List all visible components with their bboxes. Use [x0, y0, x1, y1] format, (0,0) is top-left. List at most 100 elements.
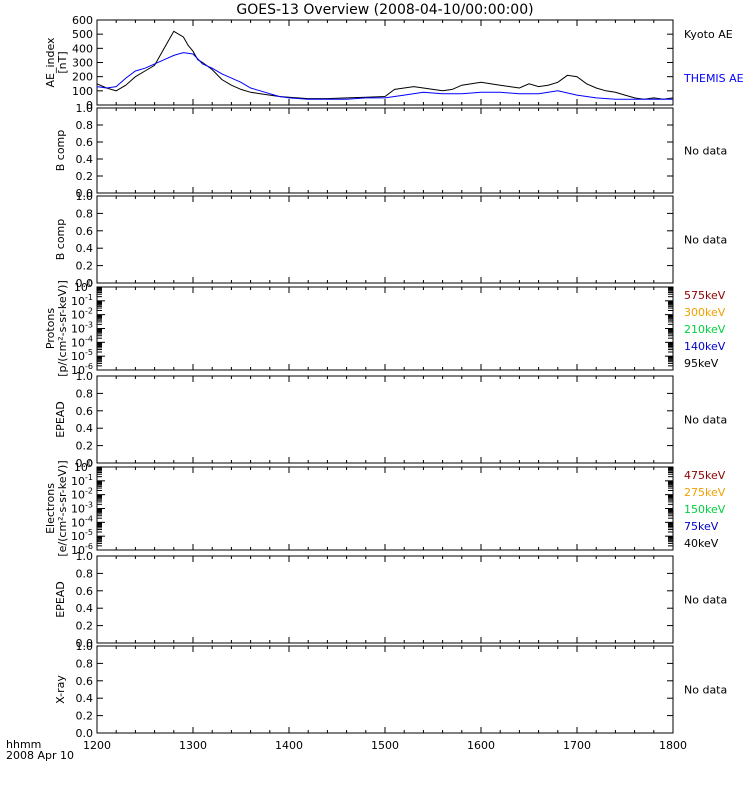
y-axis-label: EPEAD [54, 581, 67, 618]
panel-bcomp1: 0.0 0.2 0.4 0.6 0.8 1.0 B comp No data [54, 102, 727, 200]
y-axis-label: X-ray [54, 675, 67, 704]
y-axis-label: B comp [54, 219, 67, 261]
y-tick-label: 10-1 [71, 293, 93, 308]
panel-frame [96, 375, 674, 464]
panel-frame [96, 555, 674, 644]
panel-frame [96, 195, 674, 284]
y-axis-label: B comp [54, 130, 67, 172]
y-tick-label: 600 [72, 14, 93, 27]
legend-95keV: 95keV [684, 357, 719, 370]
y-tick-label: 1.0 [76, 550, 94, 563]
panel-frame [96, 466, 674, 551]
y-tick-label: 0.8 [76, 657, 94, 670]
x-tick-label: 1200 [83, 739, 111, 752]
y-tick-label: 0.0 [76, 277, 94, 290]
footer-hhmm: hhmm [6, 738, 41, 751]
y-tick-label: 10-3 [71, 501, 93, 516]
y-tick-label: 0.4 [76, 602, 94, 615]
x-tick-label: 1500 [371, 739, 399, 752]
panel-frame [96, 645, 674, 734]
y-tick-label: 1.0 [76, 640, 94, 653]
panel-frame [96, 286, 674, 371]
y-tick-label: 0.4 [76, 242, 94, 255]
panel-xray: 0.0 0.2 0.4 0.6 0.8 1.0 X-ray No data [54, 640, 727, 740]
legend-kyoto-ae: Kyoto AE [684, 28, 733, 41]
panel-bcomp2: 0.0 0.2 0.4 0.6 0.8 1.0 B comp No data [54, 190, 727, 290]
no-data-label: No data [684, 145, 727, 158]
y-tick-label: 100 [72, 85, 93, 98]
legend-300keV: 300keV [684, 306, 726, 319]
y-tick-label: 0.2 [76, 710, 94, 723]
y-tick-label: 0.4 [76, 153, 94, 166]
y-tick-label: 0.6 [76, 405, 94, 418]
y-tick-label: 10-5 [71, 348, 93, 363]
chart-title: GOES-13 Overview (2008-04-10/00:00:00) [236, 2, 533, 18]
y-tick-label: 10-5 [71, 528, 93, 543]
legend-475keV: 475keV [684, 469, 726, 482]
y-tick-label: 1.0 [76, 370, 94, 383]
y-tick-label: 0.8 [76, 207, 94, 220]
y-tick-label: 0.6 [76, 675, 94, 688]
x-tick-label: 1800 [659, 739, 687, 752]
y-tick-label: 1.0 [76, 190, 94, 203]
no-data-label: No data [684, 414, 727, 427]
y-tick-label: 1.0 [76, 102, 94, 115]
y-tick-label: 10-2 [71, 307, 93, 322]
x-tick-label: 1400 [275, 739, 303, 752]
y-tick-label: 200 [72, 71, 93, 84]
legend-40keV: 40keV [684, 537, 719, 550]
y-tick-label: 10-2 [71, 487, 93, 502]
y-axis-label: AE_index[nT] [44, 37, 69, 88]
y-tick-label: 10-6 [71, 362, 93, 377]
y-tick-label: 0.0 [76, 187, 94, 200]
y-tick-label: 0.2 [76, 260, 94, 273]
legend-themis-ae: THEMIS AE [683, 72, 744, 85]
panel-epead1: 0.0 0.2 0.4 0.6 0.8 1.0 EPEAD No data [54, 370, 727, 470]
y-tick-label: 0.8 [76, 119, 94, 132]
y-tick-label: 10-1 [71, 473, 93, 488]
y-tick-label: 0.0 [76, 457, 94, 470]
no-data-label: No data [684, 594, 727, 607]
y-tick-label: 0.2 [76, 170, 94, 183]
y-tick-label: 0 [86, 99, 93, 112]
legend-210keV: 210keV [684, 323, 726, 336]
y-tick-label: 0.0 [76, 727, 94, 740]
series-themis-ae [96, 52, 673, 100]
y-tick-label: 10-4 [71, 334, 93, 349]
y-tick-label: 0.6 [76, 585, 94, 598]
y-tick-label: 500 [72, 28, 93, 41]
y-tick-label: 0.6 [76, 136, 94, 149]
x-tick-label: 1300 [179, 739, 207, 752]
y-tick-label: 0.8 [76, 387, 94, 400]
y-tick-label: 0.4 [76, 422, 94, 435]
no-data-label: No data [684, 234, 727, 247]
no-data-label: No data [684, 684, 727, 697]
legend-140keV: 140keV [684, 340, 726, 353]
panel-frame [96, 19, 674, 106]
y-tick-label: 0.4 [76, 692, 94, 705]
y-axis-label: EPEAD [54, 401, 67, 438]
legend-150keV: 150keV [684, 503, 726, 516]
y-tick-label: 0.0 [76, 637, 94, 650]
y-tick-label: 100 [74, 459, 93, 474]
y-tick-label: 300 [72, 57, 93, 70]
panel-frame [96, 107, 674, 194]
y-axis-label: Electrons[e/(cm²-s-sr-keV)] [44, 460, 69, 556]
legend-575keV: 575keV [684, 289, 726, 302]
panel-epead2: 0.0 0.2 0.4 0.6 0.8 1.0 EPEAD No data [54, 550, 727, 650]
y-tick-label: 100 [74, 279, 93, 294]
y-tick-label: 10-6 [71, 542, 93, 557]
y-tick-label: 10-3 [71, 321, 93, 336]
y-tick-label: 0.8 [76, 567, 94, 580]
x-tick-label: 1600 [467, 739, 495, 752]
y-axis-label: Protons[p/(cm²-s-sr-keV)] [44, 280, 69, 377]
series-kyoto-ae [96, 30, 674, 100]
y-tick-label: 400 [72, 42, 93, 55]
x-tick-label: 1700 [563, 739, 591, 752]
